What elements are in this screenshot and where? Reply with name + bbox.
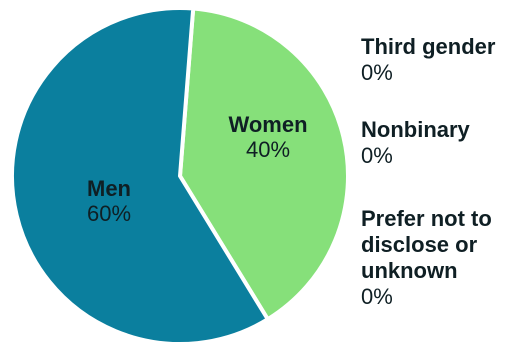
slice-label-men-value: 60% bbox=[86, 201, 132, 227]
pie-slices bbox=[10, 6, 350, 343]
legend-nonbinary-value: 0% bbox=[361, 143, 393, 168]
pie-slice-men bbox=[10, 6, 270, 343]
legend-nonbinary-label: Nonbinary bbox=[361, 117, 470, 142]
legend-prefer-not-to-disclose-label: Prefer not to disclose or unknown bbox=[361, 206, 492, 283]
legend-item-third-gender: Third gender 0% bbox=[361, 34, 495, 86]
legend-third-gender-label: Third gender bbox=[361, 34, 496, 59]
legend-item-nonbinary: Nonbinary 0% bbox=[361, 117, 470, 169]
slice-label-women-name: Women bbox=[228, 112, 308, 137]
slice-label-men-name: Men bbox=[87, 176, 131, 201]
legend-prefer-not-to-disclose-value: 0% bbox=[361, 284, 393, 309]
slice-label-men: Men 60% bbox=[62, 176, 156, 227]
legend-item-prefer-not-to-disclose: Prefer not to disclose or unknown 0% bbox=[361, 206, 516, 310]
legend-third-gender-value: 0% bbox=[361, 60, 393, 85]
slice-label-women: Women 40% bbox=[208, 112, 328, 163]
slice-label-women-value: 40% bbox=[245, 137, 291, 163]
